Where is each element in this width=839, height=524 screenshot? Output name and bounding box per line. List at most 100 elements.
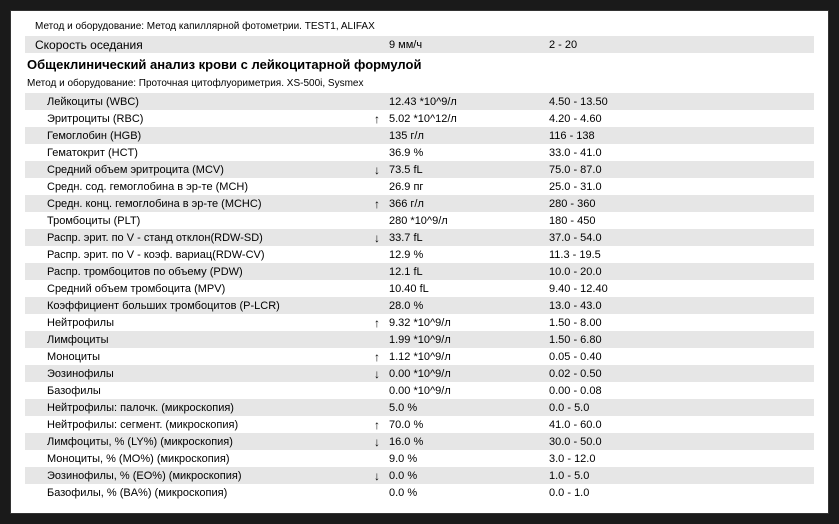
param-value: 70.0 % xyxy=(389,419,549,431)
esr-row: Скорость оседания 9 мм/ч 2 - 20 xyxy=(25,36,814,53)
param-name: Нейтрофилы: сегмент. (микроскопия) xyxy=(25,419,365,431)
param-name: Моноциты xyxy=(25,351,365,363)
result-row: Распр. эрит. по V - станд отклон(RDW-SD)… xyxy=(25,229,814,246)
param-name: Распр. эрит. по V - коэф. вариац(RDW-CV) xyxy=(25,249,365,261)
arrow-down-icon: ↓ xyxy=(365,368,389,380)
param-name: Тромбоциты (PLT) xyxy=(25,215,365,227)
result-row: Эритроциты (RBC)↑5.02 *10^12/л4.20 - 4.6… xyxy=(25,110,814,127)
param-ref-range: 1.50 - 8.00 xyxy=(549,317,814,329)
param-value: 0.0 % xyxy=(389,470,549,482)
param-value: 0.00 *10^9/л xyxy=(389,385,549,397)
param-name: Моноциты, % (MO%) (микроскопия) xyxy=(25,453,365,465)
param-name: Нейтрофилы: палочк. (микроскопия) xyxy=(25,402,365,414)
param-value: 366 г/л xyxy=(389,198,549,210)
param-ref-range: 1.0 - 5.0 xyxy=(549,470,814,482)
param-value: 0.00 *10^9/л xyxy=(389,368,549,380)
param-name: Средний объем эритроцита (MCV) xyxy=(25,164,365,176)
param-value: 5.0 % xyxy=(389,402,549,414)
result-row: Тромбоциты (PLT) 280 *10^9/л180 - 450 xyxy=(25,212,814,229)
param-ref-range: 10.0 - 20.0 xyxy=(549,266,814,278)
result-row: Средний объем тромбоцита (MPV) 10.40 fL9.… xyxy=(25,280,814,297)
param-ref-range: 180 - 450 xyxy=(549,215,814,227)
result-row: Базофилы, % (BA%) (микроскопия) 0.0 %0.0 … xyxy=(25,484,814,501)
param-ref-range: 9.40 - 12.40 xyxy=(549,283,814,295)
param-ref-range: 33.0 - 41.0 xyxy=(549,147,814,159)
param-ref-range: 4.20 - 4.60 xyxy=(549,113,814,125)
param-name: Средн. сод. гемоглобина в эр-те (MCH) xyxy=(25,181,365,193)
arrow-down-icon: ↓ xyxy=(365,470,389,482)
param-value: 16.0 % xyxy=(389,436,549,448)
result-row: Лейкоциты (WBC) 12.43 *10^9/л4.50 - 13.50 xyxy=(25,93,814,110)
result-row: Средн. сод. гемоглобина в эр-те (MCH)26.… xyxy=(25,178,814,195)
param-ref-range: 11.3 - 19.5 xyxy=(549,249,814,261)
result-row: Лимфоциты, % (LY%) (микроскопия)↓16.0 %3… xyxy=(25,433,814,450)
result-row: Средний объем эритроцита (MCV)↓73.5 fL75… xyxy=(25,161,814,178)
result-row: Нейтрофилы: сегмент. (микроскопия)↑70.0 … xyxy=(25,416,814,433)
param-name: Гемоглобин (HGB) xyxy=(25,130,365,142)
param-ref-range: 0.05 - 0.40 xyxy=(549,351,814,363)
param-name: Базофилы xyxy=(25,385,365,397)
arrow-up-icon: ↑ xyxy=(365,198,389,210)
param-name: Базофилы, % (BA%) (микроскопия) xyxy=(25,487,365,499)
param-value: 10.40 fL xyxy=(389,283,549,295)
result-row: Эозинофилы, % (EO%) (микроскопия)↓0.0 %1… xyxy=(25,467,814,484)
param-ref-range: 41.0 - 60.0 xyxy=(549,419,814,431)
param-value: 5.02 *10^12/л xyxy=(389,113,549,125)
esr-ref: 2 - 20 xyxy=(549,39,814,51)
param-name: Коэффициент больших тромбоцитов (P-LCR) xyxy=(25,300,365,312)
esr-name: Скорость оседания xyxy=(25,38,365,52)
param-name: Распр. эрит. по V - станд отклон(RDW-SD) xyxy=(25,232,365,244)
param-value: 9.0 % xyxy=(389,453,549,465)
param-value: 12.9 % xyxy=(389,249,549,261)
param-name: Средний объем тромбоцита (MPV) xyxy=(25,283,365,295)
result-row: Гематокрит (HCT) 36.9 %33.0 - 41.0 xyxy=(25,144,814,161)
param-ref-range: 0.0 - 1.0 xyxy=(549,487,814,499)
arrow-down-icon: ↓ xyxy=(365,164,389,176)
param-name: Гематокрит (HCT) xyxy=(25,147,365,159)
param-ref-range: 75.0 - 87.0 xyxy=(549,164,814,176)
arrow-up-icon: ↑ xyxy=(365,317,389,329)
result-row: Нейтрофилы: палочк. (микроскопия)5.0 %0.… xyxy=(25,399,814,416)
param-name: Средн. конц. гемоглобина в эр-те (MCHC) xyxy=(25,198,365,210)
param-value: 0.0 % xyxy=(389,487,549,499)
param-ref-range: 280 - 360 xyxy=(549,198,814,210)
param-name: Эозинофилы xyxy=(25,368,365,380)
arrow-up-icon: ↑ xyxy=(365,113,389,125)
result-row: Коэффициент больших тромбоцитов (P-LCR)2… xyxy=(25,297,814,314)
param-value: 280 *10^9/л xyxy=(389,215,549,227)
param-name: Распр. тромбоцитов по объему (PDW) xyxy=(25,266,365,278)
param-name: Нейтрофилы xyxy=(25,317,365,329)
param-value: 36.9 % xyxy=(389,147,549,159)
result-row: Лимфоциты1.99 *10^9/л1.50 - 6.80 xyxy=(25,331,814,348)
result-row: Нейтрофилы↑9.32 *10^9/л1.50 - 8.00 xyxy=(25,314,814,331)
section-title: Общеклинический анализ крови с лейкоцита… xyxy=(25,53,814,76)
arrow-up-icon: ↑ xyxy=(365,351,389,363)
result-row: Эозинофилы↓0.00 *10^9/л0.02 - 0.50 xyxy=(25,365,814,382)
param-ref-range: 30.0 - 50.0 xyxy=(549,436,814,448)
param-ref-range: 1.50 - 6.80 xyxy=(549,334,814,346)
arrow-down-icon: ↓ xyxy=(365,436,389,448)
result-row: Средн. конц. гемоглобина в эр-те (MCHC)↑… xyxy=(25,195,814,212)
result-row: Моноциты, % (MO%) (микроскопия)9.0 %3.0 … xyxy=(25,450,814,467)
param-ref-range: 0.00 - 0.08 xyxy=(549,385,814,397)
result-row: Распр. тромбоцитов по объему (PDW) 12.1 f… xyxy=(25,263,814,280)
param-value: 33.7 fL xyxy=(389,232,549,244)
param-ref-range: 37.0 - 54.0 xyxy=(549,232,814,244)
param-ref-range: 25.0 - 31.0 xyxy=(549,181,814,193)
esr-value: 9 мм/ч xyxy=(389,39,549,51)
param-ref-range: 4.50 - 13.50 xyxy=(549,96,814,108)
param-name: Лейкоциты (WBC) xyxy=(25,96,365,108)
param-value: 12.43 *10^9/л xyxy=(389,96,549,108)
result-row: Распр. эрит. по V - коэф. вариац(RDW-CV)… xyxy=(25,246,814,263)
param-value: 12.1 fL xyxy=(389,266,549,278)
param-ref-range: 13.0 - 43.0 xyxy=(549,300,814,312)
method-line-1: Метод и оборудование: Метод капиллярной … xyxy=(25,19,814,36)
report-page: Метод и оборудование: Метод капиллярной … xyxy=(10,10,829,514)
param-ref-range: 0.02 - 0.50 xyxy=(549,368,814,380)
result-row: Гемоглобин (HGB)135 г/л116 - 138 xyxy=(25,127,814,144)
param-value: 73.5 fL xyxy=(389,164,549,176)
result-row: Моноциты↑1.12 *10^9/л0.05 - 0.40 xyxy=(25,348,814,365)
arrow-down-icon: ↓ xyxy=(365,232,389,244)
param-value: 1.12 *10^9/л xyxy=(389,351,549,363)
param-value: 135 г/л xyxy=(389,130,549,142)
